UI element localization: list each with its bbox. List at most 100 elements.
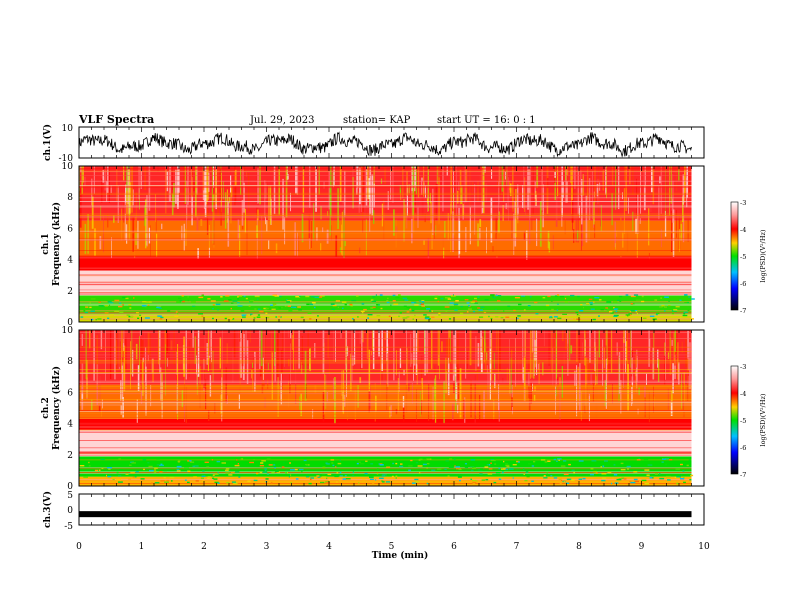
ch1-lowband-speckle — [579, 310, 584, 312]
ch1-lowband-speckle — [404, 299, 409, 301]
ch2-freq-ytick-8: 8 — [67, 357, 73, 367]
ch1-noise-streak — [373, 183, 375, 208]
ch2-noise-streak — [309, 348, 311, 372]
ch2-lowband-speckle — [449, 458, 453, 460]
ch1-lowband-speckle — [378, 304, 380, 306]
ch2-noise-streak — [567, 330, 569, 376]
ch2-lowband-speckle — [247, 480, 251, 482]
ch1-noise-streak — [492, 203, 494, 210]
ch2-noise-streak — [671, 390, 673, 404]
ch2-noise-streak — [443, 381, 445, 424]
ch1-lowband-speckle — [292, 306, 297, 309]
ch2-noise-streak — [499, 330, 501, 371]
ch1-freq-line — [79, 310, 692, 312]
ch1-lowband-speckle — [490, 294, 495, 296]
ch1-noise-streak — [265, 216, 266, 225]
ch1-noise-streak — [501, 166, 503, 192]
ch2-noise-streak — [630, 330, 632, 368]
ch1-lowband-speckle — [431, 310, 433, 312]
ch2-noise-streak — [120, 380, 122, 401]
ch1-noise-streak — [94, 228, 96, 256]
ch1-noise-streak — [414, 166, 416, 192]
ch2-lowband-speckle — [355, 461, 360, 463]
ch1-freq-ytick-4: 4 — [67, 256, 73, 266]
start-time-label: start UT = 16: 0 : 1 — [437, 115, 536, 126]
ch1-lowband-speckle — [309, 318, 312, 320]
ch2-lowband-speckle — [633, 471, 638, 473]
ch2-noise-streak — [489, 349, 491, 400]
ch1-lowband-speckle — [671, 310, 677, 312]
ch1-freq-line — [79, 301, 692, 303]
ch2-noise-streak — [259, 330, 261, 369]
ch1-noise-streak — [395, 219, 397, 248]
ch2-lowband-speckle — [270, 481, 273, 484]
ch1-lowband-speckle — [688, 296, 691, 298]
ch1-lowband-speckle — [470, 301, 475, 303]
ch2-noise-streak — [263, 365, 265, 387]
ch2-lowband-speckle — [378, 463, 380, 465]
ch1-lowband-speckle — [454, 304, 458, 306]
ch1-lowband-speckle — [217, 309, 220, 311]
ch1-lowband-speckle — [398, 294, 401, 296]
ch2-noise-streak — [463, 399, 465, 419]
ch1-noise-streak — [440, 168, 442, 188]
ch1-lowband-speckle — [683, 313, 686, 315]
ch2-lowband-speckle — [523, 468, 525, 470]
ch1-lowband-speckle — [290, 306, 294, 308]
ch1-noise-streak — [107, 214, 109, 228]
ch2-lowband-speckle — [476, 480, 478, 482]
ch2-noise-streak — [206, 343, 208, 365]
ch1-lowband-speckle — [500, 317, 504, 319]
ch1-noise-streak — [121, 208, 123, 241]
ch2-lowband-speckle — [683, 481, 686, 484]
ch1-noise-streak — [454, 166, 455, 217]
ch1-lowband-speckle — [630, 303, 633, 305]
ch2-noise-streak — [649, 338, 651, 352]
ch2-lowband-speckle — [337, 462, 342, 465]
ch2-lowband-speckle — [261, 460, 266, 462]
ch2-noise-streak — [428, 352, 430, 401]
ch2-lowband-speckle — [135, 471, 139, 473]
ch2-noise-streak — [449, 330, 451, 362]
ch1-lowband-speckle — [225, 295, 230, 297]
ch2-noise-streak — [147, 354, 149, 361]
ch2-freq-line — [79, 410, 692, 411]
ch2-lowband-speckle — [112, 478, 115, 481]
ch2-lowband-speckle — [108, 468, 111, 470]
ch2-noise-streak — [181, 390, 183, 407]
ch2-noise-streak — [529, 330, 531, 379]
ch2-lowband-speckle — [344, 474, 347, 477]
ch2-lowband-speckle — [259, 465, 265, 467]
ch1-lowband-speckle — [495, 294, 498, 297]
ch1-lowband-speckle — [592, 318, 596, 321]
ch2-lowband-speckle — [201, 475, 206, 477]
ch2-lowband-speckle — [303, 459, 307, 462]
ch2-noise-streak — [515, 338, 516, 387]
ch2-noise-streak — [456, 330, 459, 378]
ch1-noise-streak — [682, 214, 685, 243]
ch1-noise-streak — [580, 204, 582, 251]
ch1-lowband-speckle — [332, 304, 337, 307]
ch1-lowband-speckle — [228, 299, 232, 301]
ch2-lowband-speckle — [395, 475, 398, 477]
ch2-noise-streak — [290, 343, 291, 384]
ch1-colorbar-gradient — [731, 202, 738, 310]
ch2-lowband-speckle — [369, 476, 374, 478]
ch1-lowband-speckle — [575, 311, 579, 314]
ch1-noise-streak — [622, 192, 623, 200]
ch1-noise-streak — [387, 191, 389, 210]
ch2-lowband-speckle — [408, 469, 411, 471]
ch1-noise-streak — [650, 166, 652, 212]
ch2-lowband-speckle — [322, 466, 326, 469]
ch2-noise-streak — [210, 332, 212, 349]
ch2-lowband-speckle — [116, 479, 121, 481]
ch1-lowband-speckle — [230, 307, 232, 310]
ch2-lowband-speckle — [498, 478, 502, 480]
ch1-noise-streak — [224, 192, 227, 229]
ch1-noise-streak — [513, 213, 515, 255]
ch2-lowband-speckle — [281, 466, 285, 468]
ch1-lowband-speckle — [421, 305, 425, 307]
ch2-lowband-speckle — [142, 459, 147, 461]
ch2-lowband-speckle — [454, 458, 456, 461]
ch1-lowband-speckle — [556, 309, 559, 311]
